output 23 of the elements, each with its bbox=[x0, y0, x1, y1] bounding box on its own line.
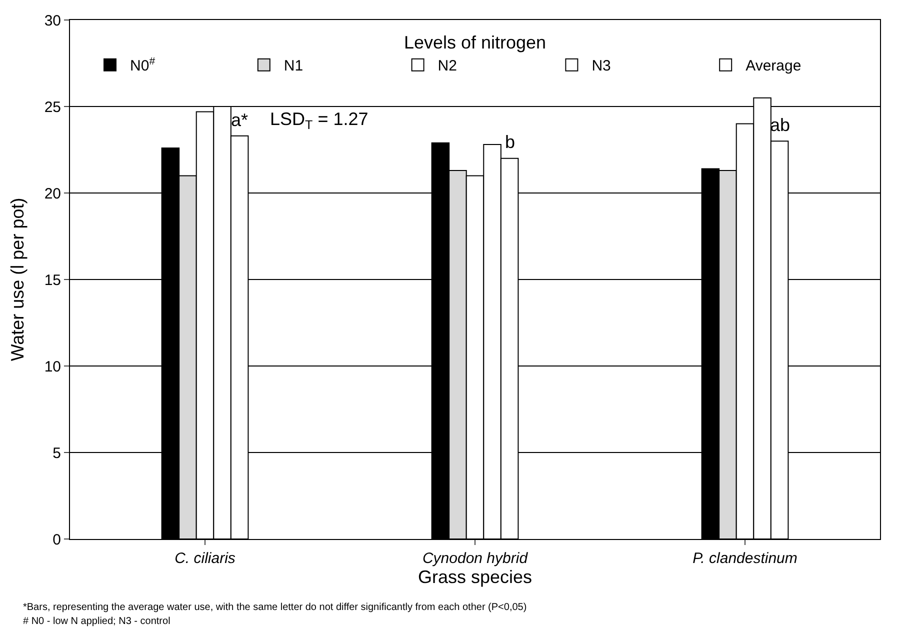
legend-label: N2 bbox=[438, 58, 457, 75]
x-tick-label: P. clandestinum bbox=[692, 550, 798, 567]
annotation: a* bbox=[231, 110, 248, 130]
x-tick-label: C. ciliaris bbox=[174, 550, 236, 567]
text: # N0 - low N applied; N3 - control bbox=[23, 616, 170, 627]
y-tick-label: 5 bbox=[52, 444, 61, 462]
y-tick-label: 25 bbox=[44, 98, 61, 116]
annotation: LSD$_{T}$ = 1.27 bbox=[270, 109, 368, 132]
y-tick-label: 0 bbox=[52, 531, 61, 548]
y-tick-label: 15 bbox=[44, 272, 61, 289]
legend-label: N0$^{#}$ bbox=[130, 55, 156, 75]
y-tick-label: 30 bbox=[44, 12, 61, 30]
annotation: b bbox=[505, 132, 516, 152]
x-tick-label: Cynodon hybrid bbox=[422, 550, 528, 567]
x-axis-title: Grass species bbox=[418, 567, 532, 588]
legend-label: N1 bbox=[284, 58, 304, 75]
legend-label: N3 bbox=[592, 58, 611, 75]
y-tick-label: 10 bbox=[44, 358, 61, 376]
y-axis-title: Water use (l per pot) bbox=[8, 198, 28, 362]
legend-title: Levels of nitrogen bbox=[404, 32, 546, 53]
y-tick-label: 20 bbox=[44, 185, 61, 202]
text: *Bars, representing the average water use, with the same letter do not differ significantly from each other (P<0,05) bbox=[23, 602, 527, 613]
legend-label: Average bbox=[746, 58, 802, 75]
